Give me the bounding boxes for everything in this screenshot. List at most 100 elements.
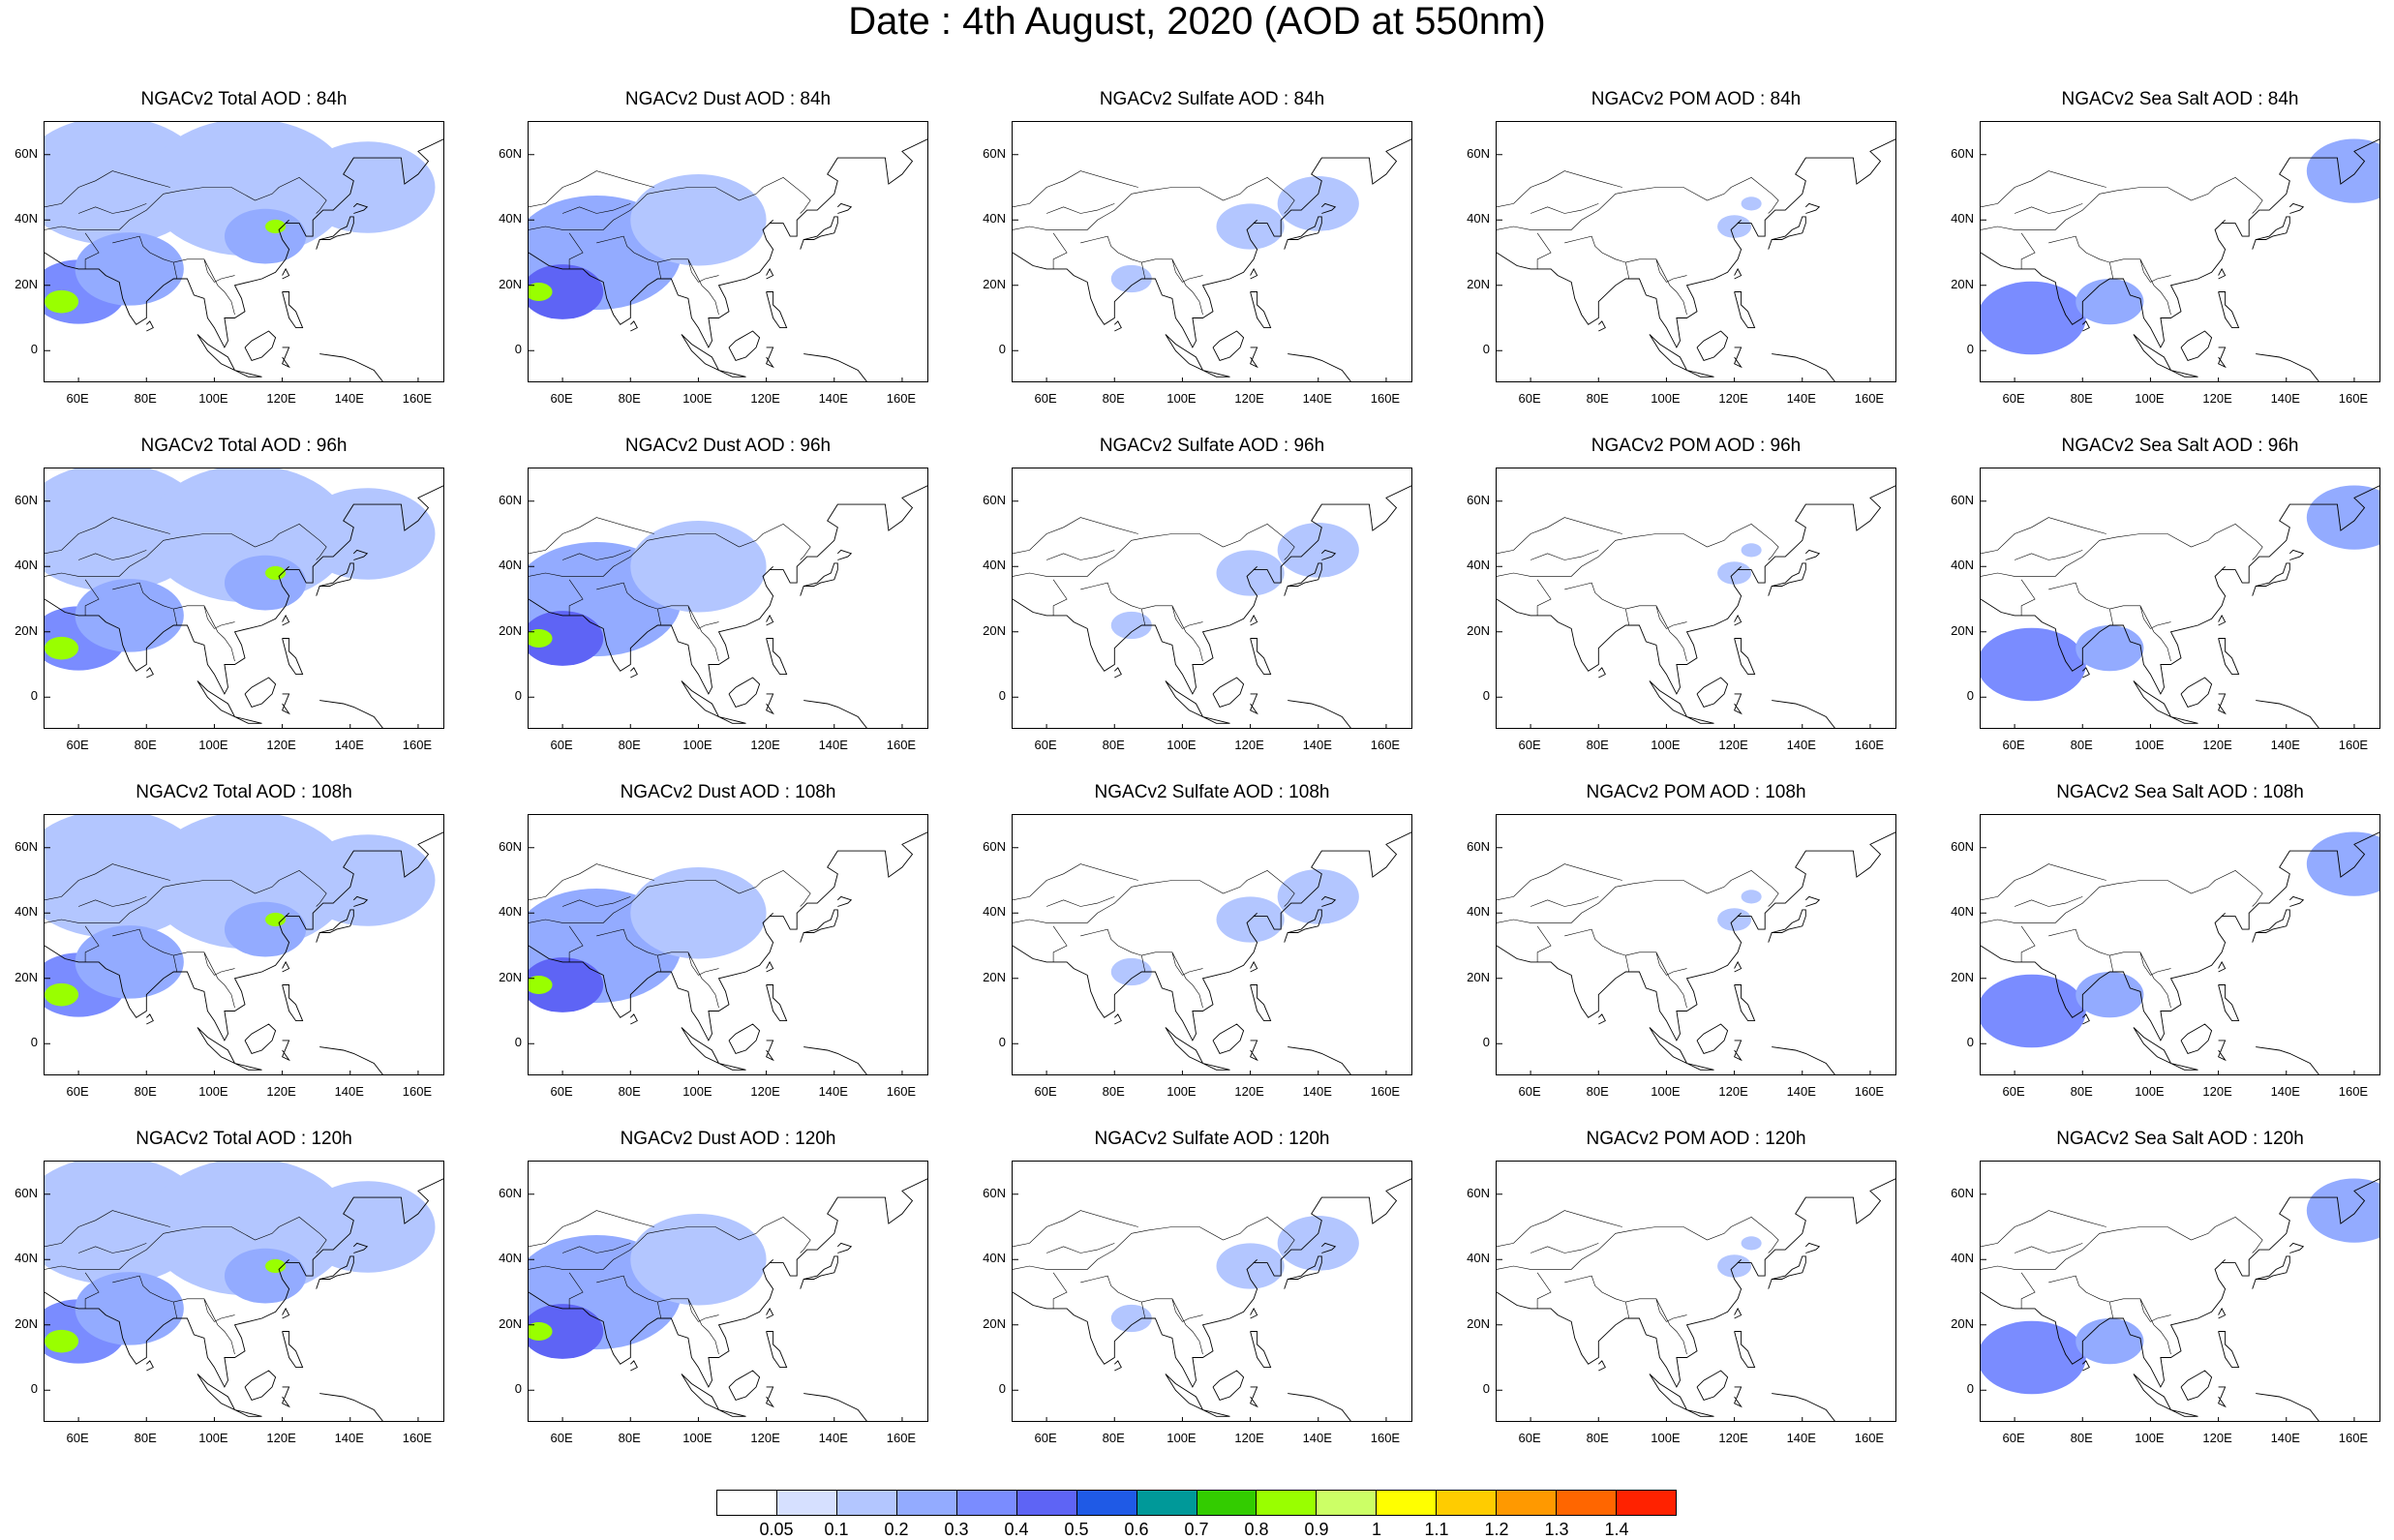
- lat-tick-label: 20N: [983, 276, 1006, 291]
- lat-tick-label: 20N: [1951, 969, 1974, 984]
- coastline: [529, 485, 927, 728]
- lon-tick-label: 120E: [1234, 391, 1264, 406]
- lat-tick-label: 60N: [983, 145, 1006, 161]
- map-panel-sulfate: [1012, 121, 1412, 382]
- lon-tick-label: 80E: [1102, 1084, 1125, 1099]
- lat-tick-label: 60N: [1951, 145, 1974, 161]
- lon-tick-label: 160E: [1854, 391, 1885, 406]
- lon-tick-label: 100E: [198, 738, 228, 752]
- aod-shading: [299, 1181, 436, 1273]
- map-panel-sulfate: [1012, 814, 1412, 1075]
- lon-tick-label: 160E: [886, 391, 917, 406]
- lon-tick-label: 160E: [1854, 1084, 1885, 1099]
- lat-tick-label: 60N: [983, 1185, 1006, 1200]
- aod-shading: [2076, 279, 2144, 325]
- colorbar-box: [1377, 1491, 1438, 1515]
- colorbar-label: 0.5: [1064, 1520, 1089, 1539]
- lon-tick-label: 80E: [1102, 738, 1125, 752]
- country-borders: [1497, 863, 1779, 1009]
- lat-tick-label: 40N: [983, 904, 1006, 920]
- panel-title: NGACv2 Sulfate AOD : 108h: [1094, 782, 1330, 802]
- panel-title: NGACv2 Sulfate AOD : 120h: [1094, 1129, 1330, 1149]
- lat-tick-label: 20N: [499, 969, 522, 984]
- country-borders: [1981, 863, 2263, 1009]
- lat-tick-label: 40N: [15, 1251, 38, 1266]
- lat-tick-label: 20N: [1467, 969, 1490, 984]
- lat-tick-label: 60N: [15, 838, 38, 854]
- aod-shading: [265, 1258, 287, 1274]
- panel-title: NGACv2 POM AOD : 96h: [1591, 436, 1802, 456]
- lat-tick-label: 20N: [983, 1315, 1006, 1331]
- lon-tick-label: 160E: [886, 738, 917, 752]
- lon-tick-label: 80E: [1586, 1431, 1609, 1445]
- lat-tick-label: 0: [30, 1381, 38, 1397]
- lon-tick-label: 140E: [1302, 1431, 1332, 1445]
- aod-shading: [75, 232, 184, 306]
- aod-shading: [2076, 972, 2144, 1018]
- country-borders: [529, 170, 811, 316]
- lon-tick-label: 140E: [1302, 391, 1332, 406]
- lat-tick-label: 40N: [1467, 904, 1490, 920]
- lon-tick-label: 60E: [66, 1431, 89, 1445]
- lon-tick-label: 80E: [618, 1431, 641, 1445]
- aod-shading: [1741, 196, 1762, 211]
- colorbar-box: [1016, 1491, 1077, 1515]
- aod-shading: [529, 976, 553, 994]
- coastline: [1497, 831, 1895, 1074]
- colorbar-box: [1257, 1491, 1318, 1515]
- lon-tick-label: 160E: [1370, 1431, 1401, 1445]
- lon-tick-label: 80E: [1586, 1084, 1609, 1099]
- lon-tick-label: 140E: [2270, 1431, 2300, 1445]
- lon-tick-label: 80E: [134, 391, 157, 406]
- lon-tick-label: 80E: [618, 391, 641, 406]
- country-borders: [1497, 517, 1779, 662]
- aod-shading: [529, 283, 553, 301]
- country-borders: [529, 517, 811, 662]
- map-panel-sulfate: [1012, 1161, 1412, 1422]
- lon-tick-label: 160E: [886, 1431, 917, 1445]
- lon-tick-label: 100E: [682, 738, 712, 752]
- lon-tick-label: 120E: [1234, 1431, 1264, 1445]
- lat-tick-label: 20N: [1467, 276, 1490, 291]
- lon-tick-label: 80E: [1102, 391, 1125, 406]
- lat-tick-label: 40N: [15, 904, 38, 920]
- lat-tick-label: 0: [30, 342, 38, 357]
- lon-tick-label: 140E: [818, 738, 848, 752]
- lon-tick-label: 100E: [1167, 738, 1197, 752]
- aod-shading: [45, 289, 79, 314]
- colorbar-box: [956, 1491, 1017, 1515]
- map-panel-dust: [528, 1161, 928, 1422]
- lon-tick-label: 160E: [886, 1084, 917, 1099]
- lon-tick-label: 140E: [1786, 738, 1816, 752]
- aod-shading: [1741, 543, 1762, 558]
- lon-tick-label: 140E: [334, 1084, 364, 1099]
- country-borders: [1981, 1210, 2263, 1355]
- lon-tick-label: 120E: [1718, 391, 1748, 406]
- aod-shading: [299, 141, 436, 233]
- map-panel-pom: [1496, 1161, 1896, 1422]
- lon-tick-label: 60E: [1518, 738, 1541, 752]
- colorbar: [716, 1490, 1677, 1516]
- country-borders: [1013, 863, 1295, 1009]
- lon-tick-label: 60E: [1034, 1431, 1057, 1445]
- lat-tick-label: 40N: [1951, 904, 1974, 920]
- aod-shading: [1277, 1216, 1359, 1271]
- country-borders: [1013, 1210, 1295, 1355]
- lon-tick-label: 160E: [1370, 738, 1401, 752]
- panel-title: NGACv2 Sea Salt AOD : 108h: [2056, 782, 2304, 802]
- lon-tick-label: 100E: [2135, 1084, 2165, 1099]
- lon-tick-label: 160E: [2338, 738, 2369, 752]
- lat-tick-label: 0: [1482, 688, 1490, 704]
- lon-tick-label: 60E: [550, 391, 573, 406]
- lon-tick-label: 60E: [66, 738, 89, 752]
- lat-tick-label: 0: [1482, 1035, 1490, 1050]
- country-borders: [1013, 517, 1295, 662]
- lat-tick-label: 20N: [983, 969, 1006, 984]
- lon-tick-label: 100E: [1651, 738, 1681, 752]
- lon-tick-label: 60E: [1034, 738, 1057, 752]
- aod-shading: [1110, 1304, 1152, 1333]
- lon-tick-label: 60E: [550, 1431, 573, 1445]
- panel-title: NGACv2 Total AOD : 108h: [136, 782, 352, 802]
- aod-shading: [265, 219, 287, 234]
- colorbar-box: [1076, 1491, 1137, 1515]
